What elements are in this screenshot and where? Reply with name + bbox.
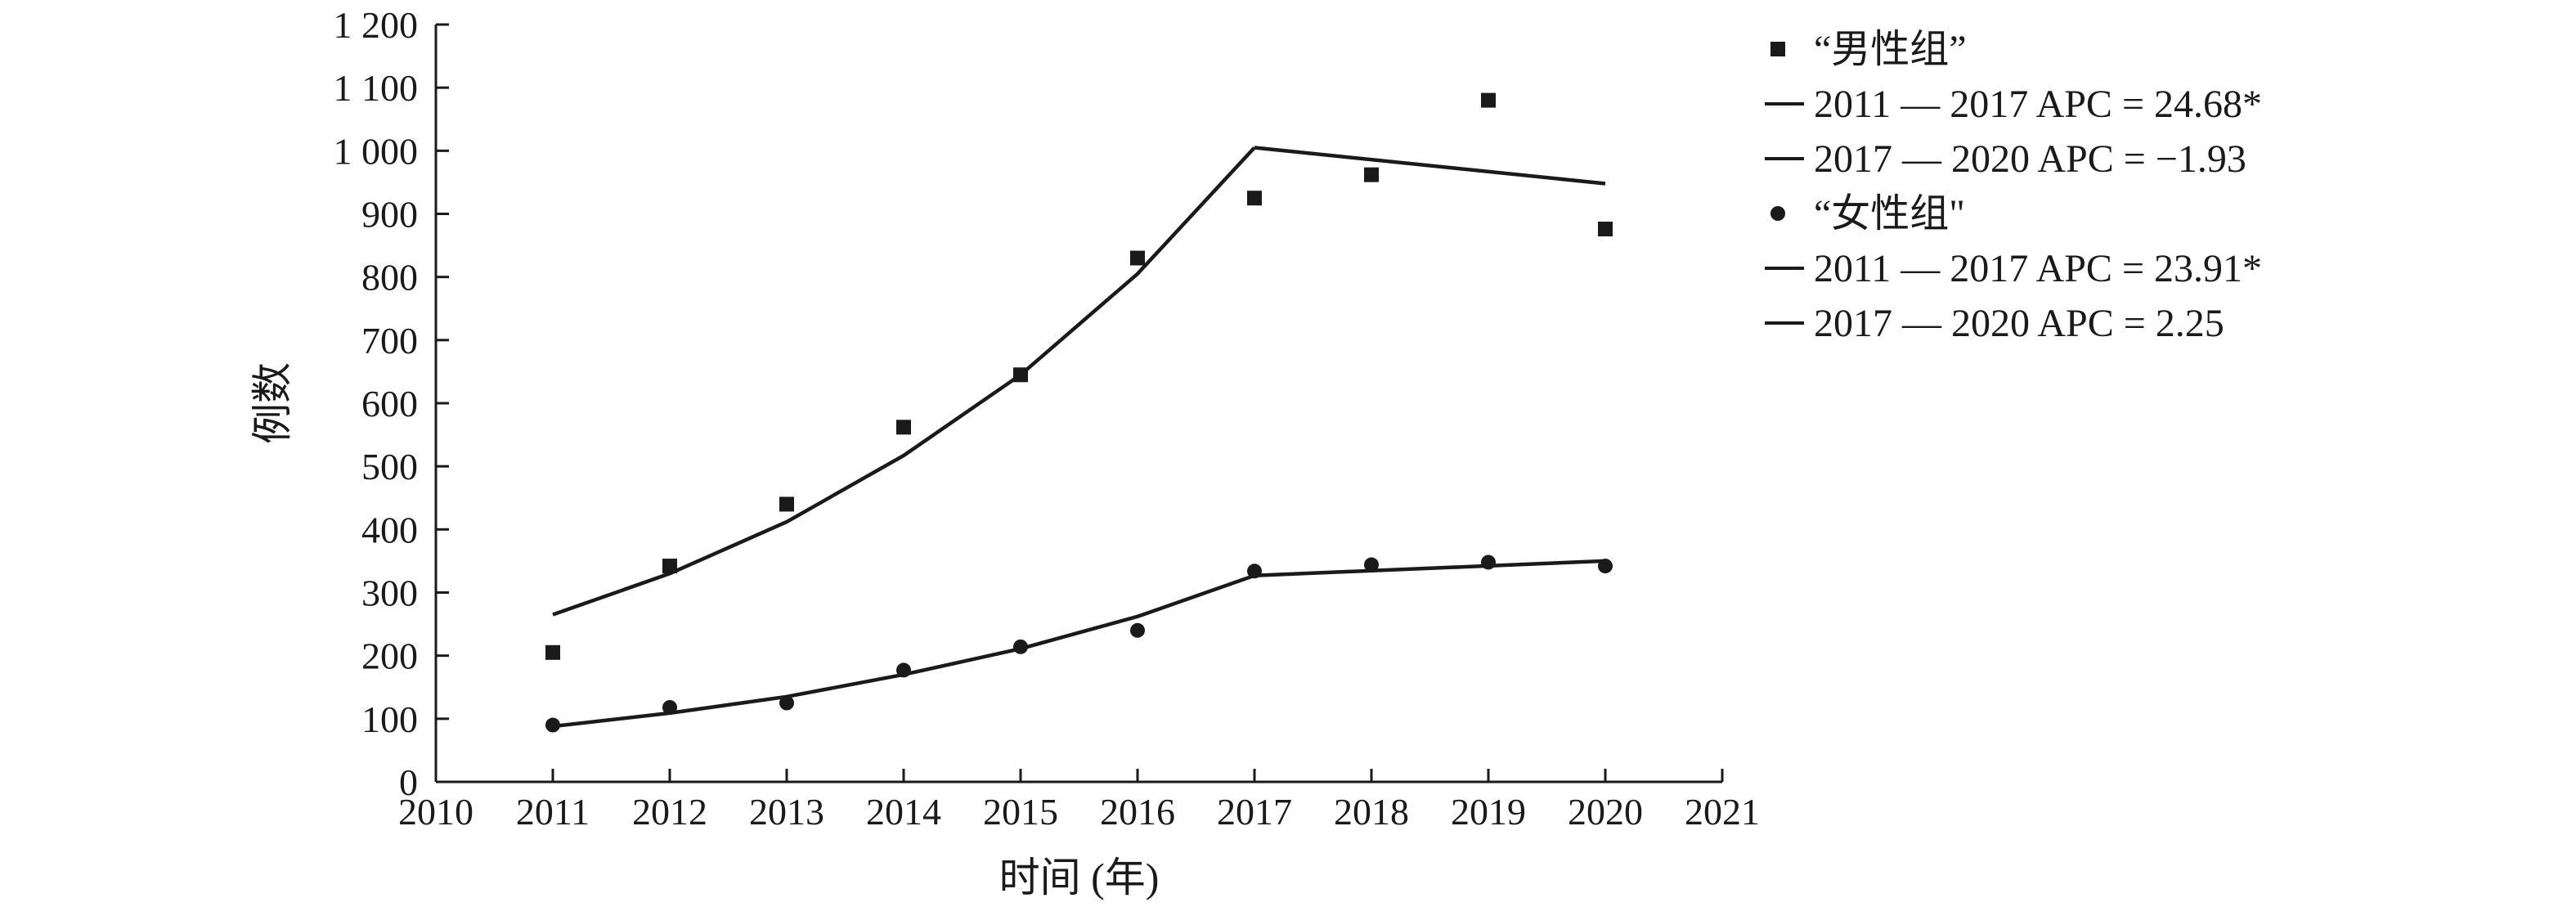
legend-swatch (1770, 42, 1785, 56)
y-tick-label: 900 (361, 194, 418, 236)
y-tick-label: 200 (361, 635, 418, 677)
x-tick-label: 2016 (1100, 791, 1175, 833)
series-4 (545, 555, 1613, 733)
x-tick-label: 2010 (398, 791, 473, 833)
x-tick-label: 2015 (983, 791, 1058, 833)
series-1 (545, 92, 1613, 660)
y-tick-label: 400 (361, 509, 418, 550)
legend-label: 2011 — 2017 APC = 24.68* (1814, 83, 2262, 126)
legend-label: “女性组" (1814, 192, 1965, 236)
data-point (1364, 167, 1379, 182)
data-point (545, 644, 560, 660)
legend-label: 2017 — 2020 APC = 2.25 (1814, 302, 2224, 345)
data-point (1130, 250, 1145, 266)
legend-label: 2011 — 2017 APC = 23.91* (1814, 247, 2262, 290)
x-tick-label: 2012 (632, 791, 707, 833)
x-axis-title: 时间 (年) (999, 855, 1160, 900)
legend-item: “男性组” (1770, 28, 1967, 71)
series-2 (552, 146, 1256, 617)
x-tick-label: 2014 (866, 791, 941, 833)
data-point (1247, 191, 1262, 206)
x-tick-label: 2020 (1568, 791, 1643, 833)
series-line (552, 146, 1256, 617)
data-point (779, 695, 794, 711)
x-tick-label: 2011 (516, 791, 590, 833)
legend-item: 2011 — 2017 APC = 23.91* (1765, 247, 2262, 290)
x-tick-label: 2018 (1334, 791, 1409, 833)
series-line (1254, 559, 1606, 577)
y-tick-label: 600 (361, 383, 418, 424)
x-tick-label: 2017 (1217, 791, 1292, 833)
data-point (662, 559, 677, 574)
series-3 (1254, 146, 1606, 186)
legend-item: 2011 — 2017 APC = 24.68* (1765, 83, 2262, 126)
data-point (1130, 622, 1145, 638)
x-tick-label: 2021 (1685, 791, 1760, 833)
legend-item: “女性组" (1770, 192, 1965, 236)
legend: “男性组” 2011 — 2017 APC = 24.68* 2017 — 2020… (1765, 28, 2262, 345)
y-tick-label: 1 100 (334, 67, 419, 109)
y-tick-label: 300 (361, 572, 418, 614)
legend-item: 2017 — 2020 APC = 2.25 (1765, 302, 2224, 345)
x-tick-label: 2019 (1451, 791, 1526, 833)
axes: 0 100 200 300 400 500 600 700 800 900 1 000 1 100 1 … (334, 4, 1761, 833)
y-tick-label: 500 (361, 446, 418, 487)
y-tick-label: 0 (399, 761, 418, 803)
y-tick-label: 700 (361, 320, 418, 361)
legend-item: 2017 — 2020 APC = −1.93 (1765, 137, 2246, 181)
y-tick-label: 1 000 (334, 130, 419, 172)
data-point (1598, 222, 1613, 237)
y-tick-label: 100 (361, 698, 418, 740)
data-point (779, 496, 794, 512)
x-tick-label: 2013 (749, 791, 824, 833)
data-point (1364, 557, 1379, 572)
series-5 (552, 573, 1255, 729)
y-tick-label: 800 (361, 257, 418, 299)
legend-label: 2017 — 2020 APC = −1.93 (1814, 137, 2246, 181)
y-axis-title: 例数 (249, 362, 295, 444)
data-point (896, 420, 911, 435)
legend-label: “男性组” (1814, 28, 1967, 71)
legend-swatch (1770, 206, 1785, 221)
plot-area (545, 92, 1613, 733)
y-tick-label: 1 200 (334, 4, 419, 46)
data-point (1481, 92, 1496, 108)
series-line (1254, 146, 1606, 186)
series-line (552, 573, 1255, 729)
series-6 (1254, 559, 1606, 577)
